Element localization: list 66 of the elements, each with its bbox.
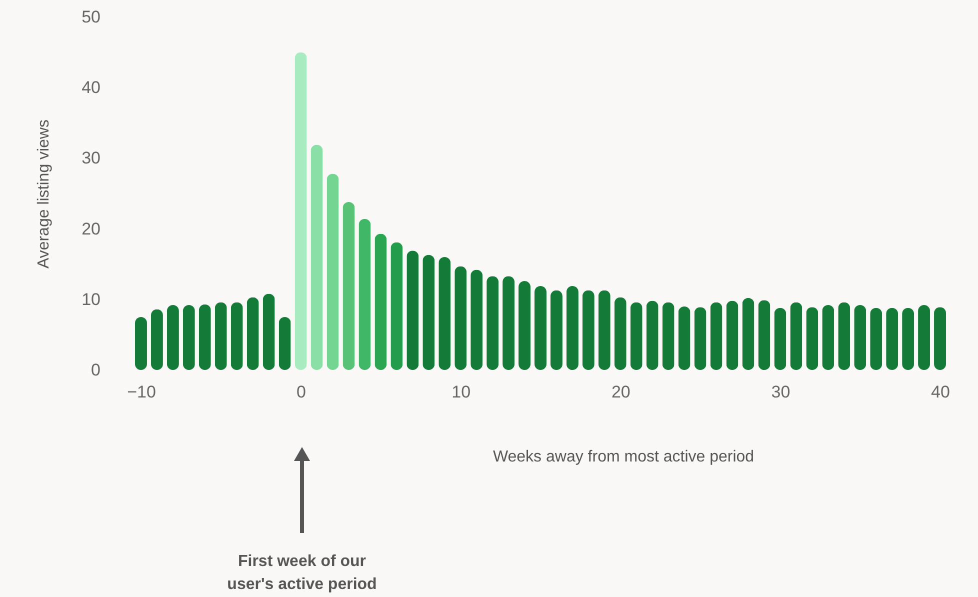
bar xyxy=(502,276,515,370)
bar xyxy=(390,242,403,370)
bar xyxy=(182,305,195,370)
bar xyxy=(358,218,371,370)
bar xyxy=(774,308,786,370)
text: First week of our user's active period xyxy=(227,553,377,593)
x-tick-label: 30 xyxy=(771,382,790,402)
bar xyxy=(166,305,179,370)
bar xyxy=(886,308,898,370)
x-tick-label: 40 xyxy=(931,382,950,402)
bar xyxy=(662,302,674,370)
bar xyxy=(694,307,706,370)
bar xyxy=(550,290,562,370)
bar xyxy=(838,302,850,370)
x-tick-label: 0 xyxy=(296,382,306,402)
bar xyxy=(326,174,339,370)
bar xyxy=(758,300,770,370)
bar xyxy=(646,300,658,370)
bar xyxy=(614,297,626,370)
bar xyxy=(406,250,419,370)
bar xyxy=(230,302,243,370)
bar xyxy=(790,302,802,370)
x-tick-label: −10 xyxy=(127,382,156,402)
bar xyxy=(582,290,594,370)
bar xyxy=(854,305,866,370)
bar xyxy=(822,305,834,370)
bar xyxy=(566,286,578,370)
bar xyxy=(310,144,323,370)
x-tick-label: 20 xyxy=(611,382,630,402)
y-tick-label: 40 xyxy=(82,78,100,98)
bar xyxy=(374,234,387,370)
bar xyxy=(246,297,259,370)
bar xyxy=(262,294,275,370)
bar xyxy=(806,307,818,370)
y-tick-label: 50 xyxy=(82,8,100,26)
bar xyxy=(518,281,531,370)
bar xyxy=(454,266,467,370)
bar xyxy=(134,317,147,370)
y-tick-label: 20 xyxy=(82,219,100,238)
bar xyxy=(902,308,914,370)
bar xyxy=(486,276,499,370)
y-tick-label: 10 xyxy=(82,290,100,309)
bar xyxy=(198,304,211,370)
x-axis-title: Weeks away from most active period xyxy=(492,448,754,466)
y-axis-title: Average listing views xyxy=(36,119,53,269)
bar xyxy=(342,202,355,370)
y-tick-label: 0 xyxy=(91,360,100,380)
bar xyxy=(742,298,754,370)
bar xyxy=(534,286,546,370)
bar xyxy=(630,302,642,370)
bar xyxy=(278,317,291,370)
bar xyxy=(870,308,882,370)
y-tick-label: 30 xyxy=(82,148,100,168)
bar xyxy=(438,257,451,370)
bar xyxy=(934,307,946,370)
x-tick-label: 10 xyxy=(452,382,471,402)
bar xyxy=(294,52,307,370)
bar xyxy=(918,305,930,370)
bar xyxy=(214,302,227,370)
bar xyxy=(598,290,610,370)
bar xyxy=(150,309,163,370)
bar xyxy=(726,300,738,370)
bar xyxy=(422,254,435,370)
bar xyxy=(470,270,483,370)
bar xyxy=(678,306,690,370)
bar xyxy=(710,302,722,370)
